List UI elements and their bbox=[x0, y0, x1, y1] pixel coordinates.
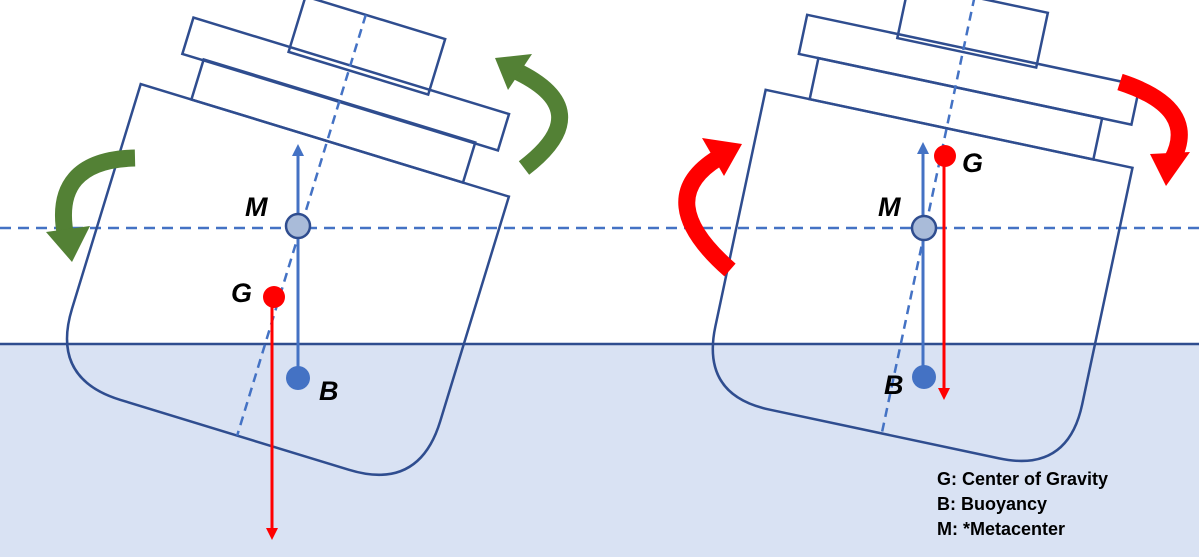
unstable-gravity-point bbox=[934, 145, 956, 167]
unstable-gravity-label: G bbox=[962, 148, 983, 178]
stable-metacenter-point bbox=[284, 212, 312, 240]
unstable-capsizing-moment-right bbox=[1117, 73, 1190, 186]
legend: G: Center of Gravity B: Buoyancy M: *Met… bbox=[937, 469, 1108, 539]
unstable-ship-hull bbox=[711, 88, 1134, 463]
legend-metacenter: M: *Metacenter bbox=[937, 519, 1065, 539]
water bbox=[0, 344, 1199, 557]
stable-buoyancy-point bbox=[286, 366, 310, 390]
stable-ship: M G B bbox=[46, 0, 569, 540]
stable-ship-body bbox=[65, 0, 511, 477]
unstable-buoyancy-label: B bbox=[884, 370, 904, 400]
stable-gravity-label: G bbox=[231, 278, 252, 308]
unstable-ship-body bbox=[711, 0, 1142, 463]
stable-righting-moment-right bbox=[495, 54, 569, 175]
stable-gravity-point bbox=[263, 286, 285, 308]
legend-gravity: G: Center of Gravity bbox=[937, 469, 1108, 489]
unstable-ship-bridge bbox=[895, 0, 1050, 70]
unstable-metacenter-label: M bbox=[878, 192, 901, 222]
unstable-capsizing-moment-left bbox=[678, 138, 742, 277]
legend-buoyancy: B: Buoyancy bbox=[937, 494, 1047, 514]
stable-buoyancy-label: B bbox=[319, 376, 339, 406]
stable-ship-hull bbox=[65, 82, 511, 477]
stable-ship-upper-deck bbox=[180, 16, 511, 152]
stable-ship-bridge bbox=[287, 0, 447, 97]
stable-ship-centerline bbox=[235, 14, 367, 436]
unstable-ship: M G B bbox=[678, 0, 1190, 463]
stable-righting-moment-left bbox=[46, 149, 136, 262]
stable-metacenter-label: M bbox=[245, 192, 268, 222]
unstable-metacenter-point bbox=[910, 214, 938, 242]
unstable-buoyancy-point bbox=[912, 365, 936, 389]
